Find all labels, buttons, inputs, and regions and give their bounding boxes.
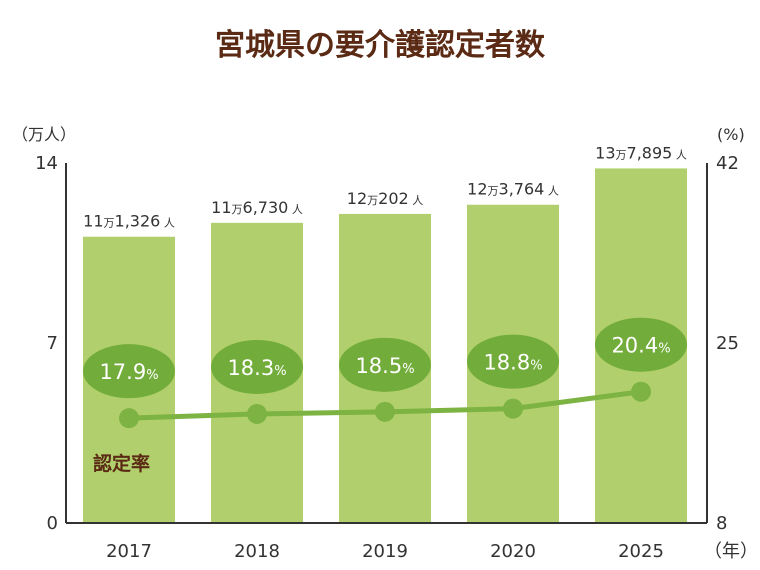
rate-badges-group: 17.9% 18.3% 18.5% 18.8%20.4% [83, 317, 687, 399]
x-label-2019: 2019 [362, 541, 408, 562]
x-label-2017: 2017 [106, 541, 152, 562]
rate-value-label-2019: 18.5% [355, 354, 414, 378]
bar-value-label-2020: 12万3,764 人 [467, 180, 559, 199]
x-label-2025: 2025 [618, 541, 664, 562]
left-tick-0: 0 [47, 513, 58, 534]
bar-value-man-unit: 万 [616, 148, 627, 161]
rate-value-label-2025: 20.4% [611, 334, 670, 358]
rate-value-number: 18.5 [355, 354, 402, 378]
x-axis-unit: （年） [704, 541, 758, 562]
rate-value-percent: % [274, 364, 286, 379]
rate-value-percent: % [658, 342, 670, 357]
bar-value-rest: 202 [378, 189, 409, 208]
bar-value-rest: 7,895 [627, 143, 673, 162]
bar-value-label-2017: 11万1,326 人 [83, 212, 175, 231]
rate-value-label-2020: 18.8% [483, 351, 542, 375]
rate-point-2019 [375, 401, 395, 422]
right-tick-25: 25 [716, 333, 739, 354]
rate-point-2018 [247, 403, 267, 424]
rate-badge-2025 [595, 317, 687, 372]
rate-line-group [119, 381, 651, 429]
bar-value-person-unit: 人 [409, 194, 424, 207]
rate-point-2017 [119, 408, 139, 429]
x-label-2020: 2020 [490, 541, 536, 562]
bar-value-man-unit: 万 [488, 185, 499, 198]
rate-badge-2020 [467, 334, 559, 389]
bar-value-rest: 3,764 [499, 180, 545, 199]
rate-value-percent: % [402, 362, 414, 377]
bar-value-main: 12 [467, 180, 487, 199]
rate-value-label-2017: 17.9% [99, 360, 158, 384]
left-tick-7: 7 [47, 333, 58, 354]
rate-series-label: 認定率 [93, 452, 150, 475]
rate-value-number: 17.9 [99, 360, 146, 384]
axis-ticks-group: 0 7 14 8 25 42 [35, 153, 739, 534]
bar-value-person-unit: 人 [544, 185, 559, 198]
bar-value-person-unit: 人 [672, 148, 687, 161]
bar-value-man-unit: 万 [232, 203, 243, 216]
bar-value-person-unit: 人 [288, 203, 303, 216]
rate-badge-2019 [339, 337, 431, 392]
bar-value-man-unit: 万 [104, 217, 115, 230]
bar-value-main: 12 [347, 189, 367, 208]
bar-value-main: 11 [211, 198, 231, 217]
bar-value-person-unit: 人 [160, 217, 175, 230]
rate-value-number: 18.3 [227, 356, 274, 380]
bar-value-rest: 6,730 [243, 198, 289, 217]
right-axis-unit: (%) [717, 125, 745, 144]
left-tick-14: 14 [35, 153, 58, 174]
bar-value-man-unit: 万 [367, 194, 378, 207]
rate-badge-2018 [211, 339, 303, 394]
rate-value-percent: % [146, 368, 158, 383]
bar-value-main: 11 [83, 212, 103, 231]
rate-point-2020 [503, 398, 523, 419]
bar-value-main: 13 [595, 143, 615, 162]
left-axis-unit: （万人） [12, 125, 76, 144]
bar-value-label-2018: 11万6,730 人 [211, 198, 303, 217]
rate-point-2025 [631, 381, 651, 402]
right-tick-8: 8 [716, 513, 727, 534]
rate-value-percent: % [530, 359, 542, 374]
bar-value-label-2025: 13万7,895 人 [595, 143, 687, 162]
bar-value-label-2019: 12万202 人 [347, 189, 423, 208]
rate-value-label-2018: 18.3% [227, 356, 286, 380]
right-tick-42: 42 [716, 153, 739, 174]
bar-value-rest: 1,326 [115, 212, 161, 231]
x-labels-group: 2017 2018 2019 2020 2025 [106, 541, 664, 562]
rate-value-number: 20.4 [611, 334, 658, 358]
x-label-2018: 2018 [234, 541, 280, 562]
rate-value-number: 18.8 [483, 351, 530, 375]
chart-title: 宮城県の要介護認定者数 [215, 28, 546, 63]
rate-badge-2017 [83, 344, 175, 399]
